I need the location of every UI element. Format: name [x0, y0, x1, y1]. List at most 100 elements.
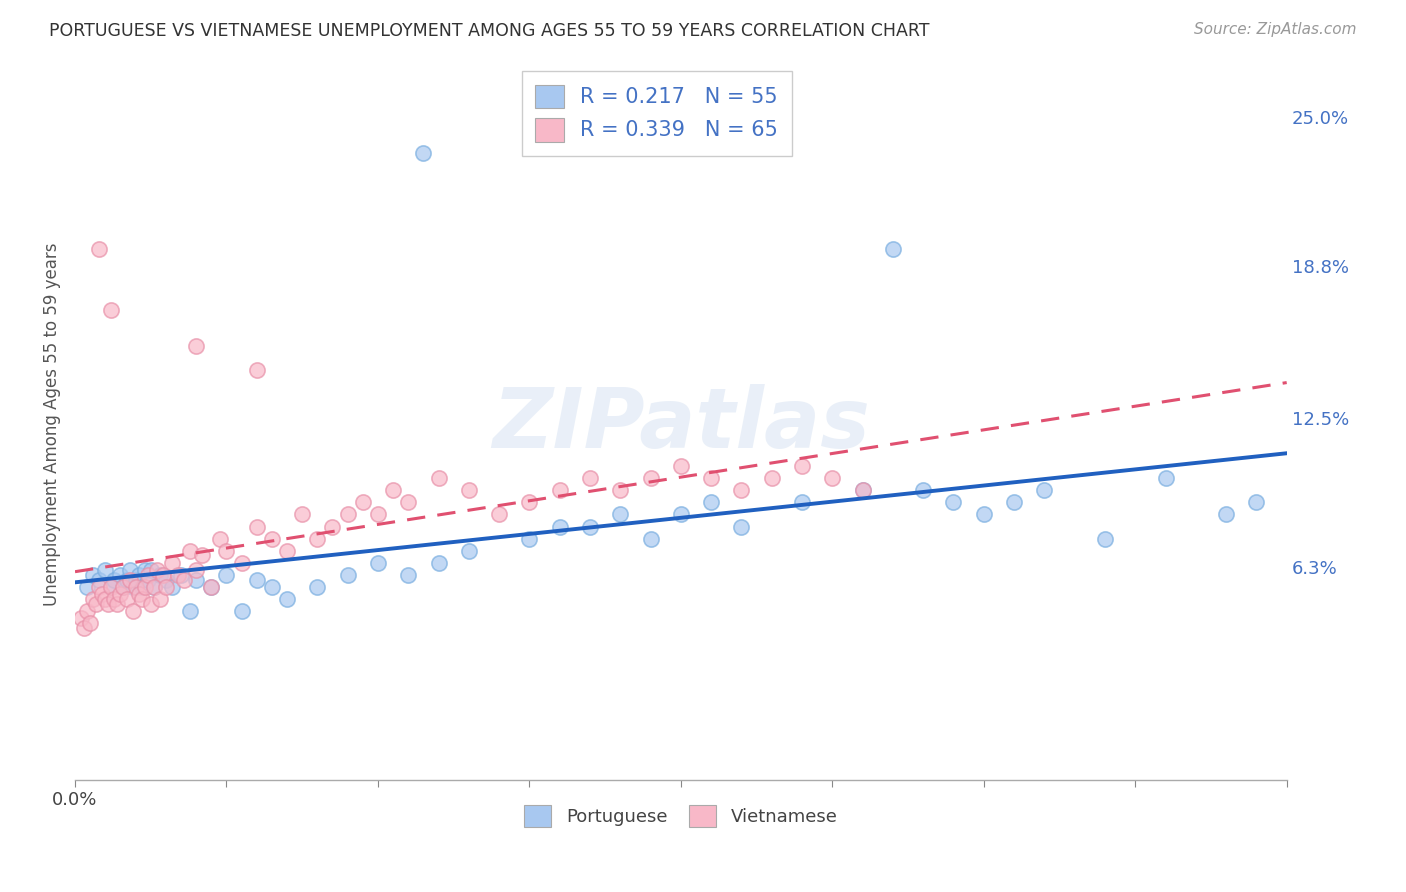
Point [291, 508, 314, 522]
Point [79, 615, 101, 630]
Text: Source: ZipAtlas.com: Source: ZipAtlas.com [1194, 22, 1357, 37]
Point [457, 543, 479, 558]
Legend: Portuguese, Vietnamese: Portuguese, Vietnamese [517, 798, 845, 835]
Point [186, 339, 208, 353]
Point [882, 242, 904, 256]
Point [155, 580, 177, 594]
Point [412, 145, 434, 160]
Point [669, 508, 692, 522]
Point [700, 471, 723, 485]
Point [179, 543, 201, 558]
Point [100, 580, 122, 594]
Point [1094, 532, 1116, 546]
Point [200, 580, 222, 594]
Point [103, 591, 125, 606]
Point [179, 604, 201, 618]
Point [170, 567, 193, 582]
Point [103, 573, 125, 587]
Point [519, 495, 541, 509]
Point [609, 483, 631, 498]
Point [209, 532, 232, 546]
Point [152, 567, 174, 582]
Point [1215, 508, 1237, 522]
Point [124, 573, 146, 587]
Point [821, 471, 844, 485]
Point [142, 580, 165, 594]
Point [160, 556, 183, 570]
Point [307, 532, 329, 546]
Point [112, 580, 135, 594]
Point [1033, 483, 1056, 498]
Point [579, 471, 602, 485]
Point [76, 580, 98, 594]
Point [82, 591, 104, 606]
Point [609, 508, 631, 522]
Point [246, 573, 269, 587]
Point [89, 580, 111, 594]
Point [136, 573, 159, 587]
Point [457, 483, 479, 498]
Point [186, 563, 208, 577]
Point [790, 459, 813, 474]
Point [730, 483, 752, 498]
Point [149, 567, 172, 582]
Point [97, 597, 120, 611]
Point [131, 591, 153, 606]
Point [94, 563, 117, 577]
Point [131, 580, 153, 594]
Point [579, 519, 602, 533]
Point [84, 597, 107, 611]
Point [73, 621, 96, 635]
Point [852, 483, 875, 498]
Point [336, 567, 359, 582]
Point [115, 591, 138, 606]
Point [155, 573, 177, 587]
Point [149, 591, 172, 606]
Point [367, 508, 389, 522]
Text: ZIPatlas: ZIPatlas [492, 384, 870, 465]
Point [942, 495, 965, 509]
Point [519, 532, 541, 546]
Y-axis label: Unemployment Among Ages 55 to 59 years: Unemployment Among Ages 55 to 59 years [44, 243, 60, 606]
Point [488, 508, 510, 522]
Point [246, 519, 269, 533]
Point [276, 543, 298, 558]
Point [973, 508, 995, 522]
Point [1002, 495, 1025, 509]
Point [730, 519, 752, 533]
Point [231, 604, 253, 618]
Point [160, 580, 183, 594]
Point [76, 604, 98, 618]
Text: PORTUGUESE VS VIETNAMESE UNEMPLOYMENT AMONG AGES 55 TO 59 YEARS CORRELATION CHAR: PORTUGUESE VS VIETNAMESE UNEMPLOYMENT AM… [49, 22, 929, 40]
Point [669, 459, 692, 474]
Point [115, 573, 138, 587]
Point [107, 597, 129, 611]
Point [121, 580, 143, 594]
Point [548, 483, 571, 498]
Point [128, 587, 150, 601]
Point [382, 483, 405, 498]
Point [307, 580, 329, 594]
Point [167, 567, 190, 582]
Point [186, 573, 208, 587]
Point [124, 580, 146, 594]
Point [191, 549, 214, 563]
Point [1154, 471, 1177, 485]
Point [70, 611, 93, 625]
Point [215, 567, 238, 582]
Point [82, 567, 104, 582]
Point [134, 563, 156, 577]
Point [128, 567, 150, 582]
Point [215, 543, 238, 558]
Point [121, 604, 143, 618]
Point [118, 563, 141, 577]
Point [352, 495, 374, 509]
Point [139, 563, 162, 577]
Point [134, 580, 156, 594]
Point [89, 573, 111, 587]
Point [100, 302, 122, 317]
Point [100, 580, 122, 594]
Point [94, 591, 117, 606]
Point [91, 587, 114, 601]
Point [912, 483, 935, 498]
